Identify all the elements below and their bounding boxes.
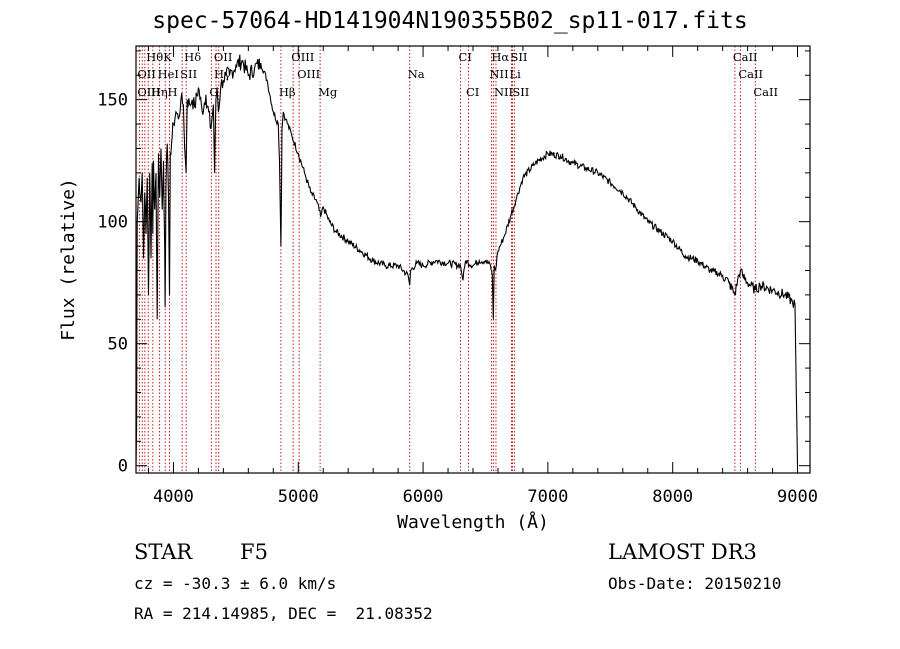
line-label: OII [214, 50, 233, 64]
x-tick-label: 9000 [777, 487, 818, 507]
y-axis-label: Flux (relative) [58, 178, 79, 341]
line-label: Mg [318, 85, 338, 99]
line-label: CaII [738, 67, 763, 81]
x-tick-label: 6000 [403, 487, 444, 507]
line-label: SII [180, 67, 197, 81]
axis-ticks: 4000 5000 6000 7000 8000 9000 0 50 100 150 [97, 46, 818, 507]
line-label: K [163, 50, 172, 64]
line-label: Hα [491, 50, 509, 64]
x-tick-label: 7000 [527, 487, 568, 507]
survey-name: LAMOST DR3 [608, 540, 757, 564]
plot-frame [135, 45, 811, 474]
y-tick-label: 150 [97, 91, 128, 111]
line-label: SII [512, 85, 529, 99]
line-label: Li [509, 67, 521, 81]
spectrum-line [135, 54, 799, 466]
line-label: Hθ [146, 50, 163, 64]
y-tick-label: 0 [118, 457, 128, 477]
line-label: Hδ [184, 50, 201, 64]
redshift-value: cz = -30.3 ± 6.0 km/s [134, 574, 337, 593]
line-label: Hβ [279, 85, 296, 99]
y-tick-label: 100 [97, 213, 128, 233]
line-label: G [209, 85, 218, 99]
x-axis-label: Wavelength (Å) [397, 511, 549, 533]
line-label: OIII [297, 67, 320, 81]
x-tick-label: 4000 [153, 487, 194, 507]
line-label: CaII [753, 85, 778, 99]
line-label: H [167, 85, 177, 99]
line-label: NII [494, 85, 513, 99]
line-label: CI [459, 50, 472, 64]
line-label: SII [510, 50, 527, 64]
emission-line-markers [138, 46, 756, 473]
line-label: HeI [158, 67, 179, 81]
y-tick-label: 50 [108, 335, 128, 355]
line-label: NII [489, 67, 508, 81]
chart-title: spec-57064-HD141904N190355B02_sp11-017.f… [152, 8, 748, 34]
line-label: OII [137, 67, 156, 81]
coordinates: RA = 214.14985, DEC = 21.08352 [134, 604, 433, 623]
spectral-subclass: F5 [240, 540, 268, 564]
observation-date: Obs-Date: 20150210 [608, 574, 782, 593]
line-label: CI [466, 85, 479, 99]
line-label: Hη [151, 85, 168, 99]
line-label: OIII [291, 50, 314, 64]
x-tick-label: 8000 [652, 487, 693, 507]
object-type: STAR [134, 540, 193, 564]
x-tick-label: 5000 [278, 487, 319, 507]
line-label: OIII [137, 85, 160, 99]
line-label: CaII [733, 50, 758, 64]
line-label: Na [408, 67, 425, 81]
